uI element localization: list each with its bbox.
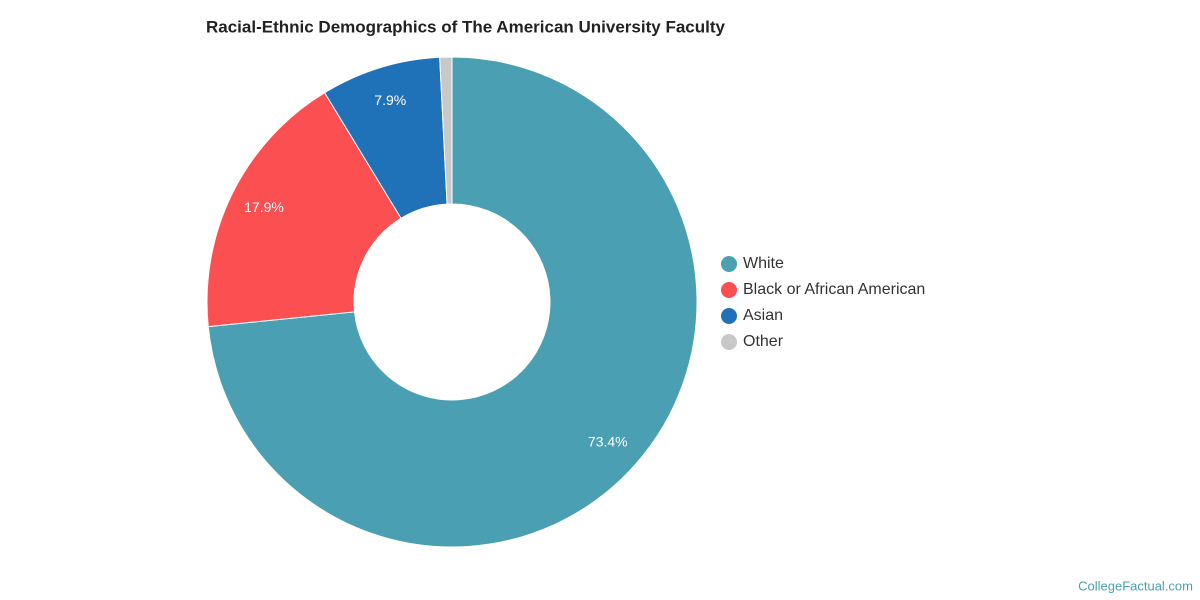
legend-marker xyxy=(721,308,737,324)
legend-label: White xyxy=(743,255,784,272)
legend-label: Asian xyxy=(743,307,783,324)
legend-marker xyxy=(721,256,737,272)
value-label: 17.9% xyxy=(244,199,284,215)
legend-label: Other xyxy=(743,333,784,350)
legend-marker xyxy=(721,282,737,298)
legend-label: Black or African American xyxy=(743,281,925,298)
value-label: 7.9% xyxy=(374,92,406,108)
value-label: 73.4% xyxy=(588,434,628,450)
source-link[interactable]: CollegeFactual.com xyxy=(1078,578,1193,593)
donut-slice xyxy=(207,56,698,548)
legend-marker xyxy=(721,334,737,350)
donut-slice xyxy=(206,92,402,328)
donut-slice xyxy=(439,56,453,205)
chart-title: Racial-Ethnic Demographics of The Americ… xyxy=(206,17,726,36)
